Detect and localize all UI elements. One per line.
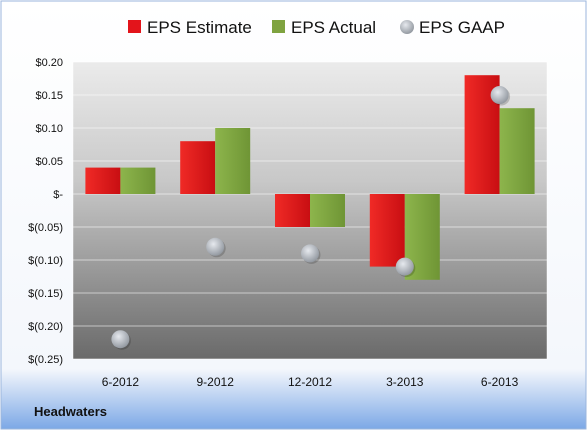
legend-label: EPS Estimate [147,18,252,37]
y-tick-label: $0.20 [35,57,63,69]
x-axis-labels: 6-2012 9-2012 12-2012 3-2013 6-2013 [102,375,519,389]
y-tick-label: $- [53,189,63,201]
y-tick-label: $0.10 [35,123,63,135]
gaap-markers [111,86,511,350]
estimate-bar [85,167,121,194]
x-tick-label: 3-2013 [386,375,424,389]
gaap-marker [301,244,319,263]
legend-swatch-gaap [400,20,414,34]
legend-swatch-estimate [128,20,141,33]
x-tick-label: 6-2012 [102,375,140,389]
estimate-bar [369,194,405,267]
y-tick-label: $(0.05) [28,222,63,234]
gaap-marker [111,330,130,349]
legend-label: EPS GAAP [419,18,505,37]
estimate-bar [275,194,310,227]
legend: EPS Estimate EPS Actual EPS GAAP [128,18,505,37]
y-tick-label: $0.15 [35,90,63,102]
x-tick-label: 12-2012 [288,375,332,389]
x-tick-label: 9-2012 [197,375,235,389]
y-tick-label: $(0.15) [28,288,63,300]
actual-bar [310,194,345,227]
actual-bar [215,128,251,194]
company-label: Headwaters [34,404,107,419]
legend-swatch-actual [272,20,285,33]
gaap-marker [395,257,414,276]
estimate-bar [180,141,216,194]
gaap-marker [490,86,509,104]
actual-bar [499,108,535,194]
bars [85,75,535,280]
y-axis-ticks: $0.20 $0.15 $0.10 $0.05 $- $(0.05) $(0.10) $(0.… [28,57,63,366]
y-tick-label: $0.05 [35,156,63,168]
x-tick-label: 6-2013 [481,375,519,389]
actual-bar [120,167,156,194]
legend-label: EPS Actual [291,18,376,37]
y-tick-label: $(0.10) [28,255,63,267]
gaap-marker [206,237,225,256]
y-tick-label: $(0.25) [28,354,63,366]
y-tick-label: $(0.20) [28,321,63,333]
